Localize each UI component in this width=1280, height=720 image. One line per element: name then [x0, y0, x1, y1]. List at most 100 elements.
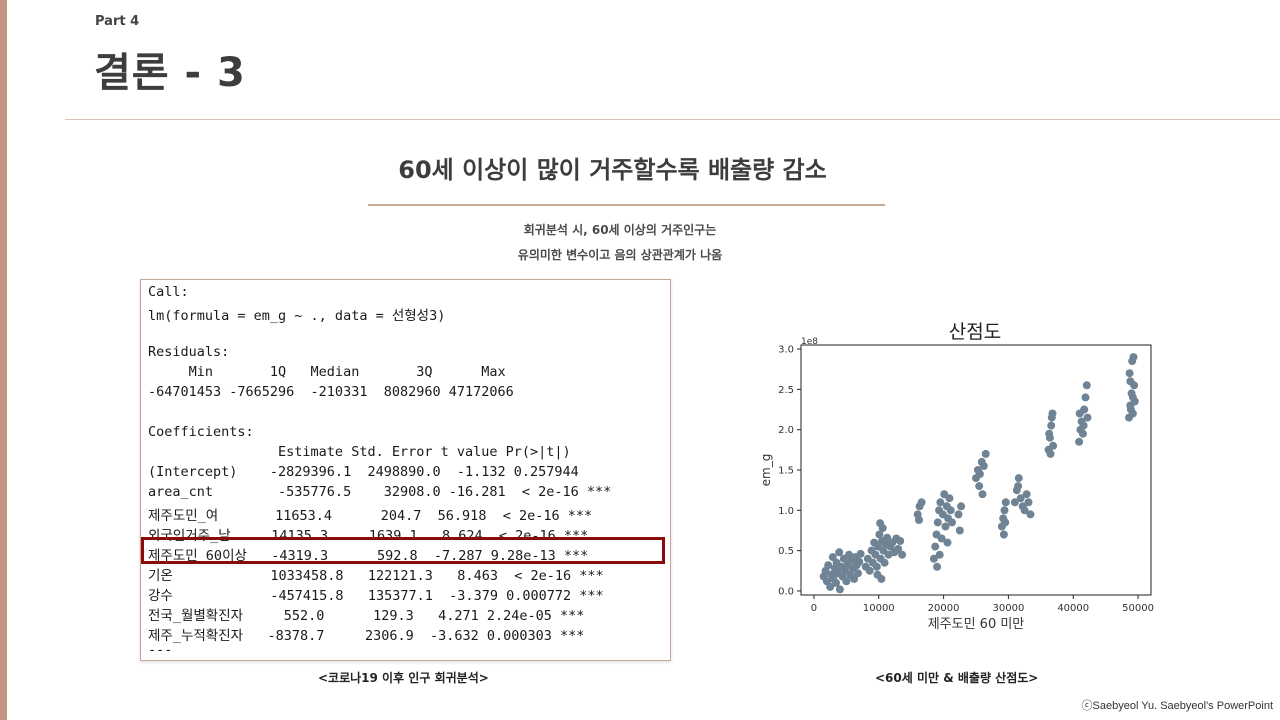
data-point: [1046, 449, 1055, 458]
r-output-line: Min 1Q Median 3Q Max: [148, 364, 506, 380]
r-output-line: Call:: [148, 284, 189, 300]
data-point: [933, 518, 942, 527]
r-output-line: 제주_누적확진자 -8378.7 2306.9 -3.632 0.000303 …: [148, 628, 585, 644]
data-point: [941, 522, 950, 531]
data-point: [931, 542, 940, 551]
data-point: [917, 498, 926, 507]
data-point: [835, 585, 844, 594]
y-tick-label: 0.5: [778, 546, 794, 557]
data-point: [1049, 441, 1058, 450]
data-point: [1126, 377, 1135, 386]
x-tick-label: 0: [811, 603, 817, 614]
data-point: [883, 533, 892, 542]
data-point: [832, 578, 840, 587]
r-output-line: 기온 1033458.8 122121.3 8.463 < 2e-16 ***: [148, 568, 604, 584]
page-title: 결론 - 3: [94, 50, 246, 96]
data-point: [1016, 494, 1025, 503]
data-point: [929, 554, 938, 563]
data-point: [946, 506, 955, 515]
highlight-box: [141, 537, 665, 564]
y-tick-label: 1.5: [778, 466, 794, 477]
data-point: [1010, 498, 1019, 507]
data-point: [872, 562, 881, 571]
chart-title: 산점도: [949, 321, 1001, 343]
r-output-line: ---: [148, 642, 173, 658]
y-axis-label: em_g: [759, 454, 773, 487]
x-tick-label: 40000: [1057, 603, 1089, 614]
data-point: [936, 498, 945, 507]
accent-stripe: [0, 0, 7, 720]
data-point: [937, 534, 946, 543]
y-tick-label: 2.0: [778, 425, 794, 436]
data-point: [854, 569, 862, 578]
data-point: [948, 518, 956, 527]
data-point: [1047, 413, 1056, 422]
r-output-line: Residuals:: [148, 344, 230, 360]
data-point: [842, 577, 851, 586]
data-point: [975, 470, 984, 478]
data-point: [855, 557, 864, 566]
data-point: [1079, 421, 1088, 430]
data-point: [978, 490, 987, 499]
data-point: [1045, 429, 1054, 438]
data-point: [943, 538, 952, 547]
data-point: [896, 537, 905, 545]
copyright-text: ⓒSaebyeol Yu. Saebyeol's PowerPoint: [1081, 700, 1273, 712]
x-tick-label: 10000: [863, 603, 895, 614]
data-point: [975, 482, 984, 491]
r-output-line: lm(formula = em_g ~ ., data = 선형성3): [148, 308, 446, 324]
data-point: [1129, 353, 1138, 362]
y-tick-label: 3.0: [778, 345, 794, 356]
data-point: [1082, 381, 1091, 390]
data-point: [1000, 506, 1009, 515]
data-point: [877, 574, 886, 583]
r-output-line: Coefficients:: [148, 424, 254, 440]
data-point: [1026, 510, 1035, 519]
data-point: [1083, 413, 1092, 422]
r-output-line: Estimate Std. Error t value Pr(>|t|): [148, 444, 571, 460]
description-line-1: 회귀분석 시, 60세 이상의 거주인구는: [523, 223, 717, 237]
data-point: [1020, 506, 1029, 515]
scatter-caption: <60세 미만 & 배출량 산점도>: [875, 671, 1039, 685]
r-output-line: 강수 -457415.8 135377.1 -3.379 0.000772 **…: [148, 588, 604, 604]
data-point: [875, 530, 884, 539]
data-point: [915, 516, 923, 524]
r-output-line: 외국인거주_남 14135.3 1639.1 8.624 < 2e-16 ***: [148, 528, 589, 544]
headline-underline: [368, 204, 885, 206]
data-point: [1078, 429, 1087, 438]
data-point: [957, 502, 966, 511]
y-tick-label: 2.5: [778, 385, 794, 396]
y-axis-ticks: 0.0 0.5 1.0 1.5 2.0 2.5 3.0: [778, 345, 801, 597]
data-point: [894, 545, 903, 553]
y-multiplier-label: 1e8: [801, 337, 818, 347]
data-points: [819, 353, 1139, 594]
data-point: [1128, 409, 1137, 418]
data-point: [824, 561, 833, 570]
r-output-line: (Intercept) -2829396.1 2498890.0 -1.132 …: [148, 464, 579, 480]
data-point: [856, 549, 865, 558]
data-point: [933, 562, 942, 571]
data-point: [981, 449, 990, 458]
data-point: [1014, 482, 1023, 491]
data-point: [1081, 393, 1090, 402]
description-line-2: 유의미한 변수이고 음의 상관관계가 나옴: [517, 248, 723, 262]
r-output-line: 전국_월별확진자 552.0 129.3 4.271 2.24e-05 ***: [148, 608, 585, 624]
data-point: [999, 530, 1008, 539]
y-tick-label: 1.0: [778, 506, 794, 517]
data-point: [1125, 369, 1134, 378]
data-point: [935, 550, 944, 559]
data-point: [1022, 490, 1031, 499]
data-point: [954, 510, 963, 519]
data-point: [850, 574, 859, 583]
data-point: [898, 550, 907, 559]
scatter-chart: 산점도 1e8 0 10000 20000 30000 40000 50000 0.00.…: [759, 321, 1154, 632]
data-point: [1075, 409, 1084, 418]
r-output-line: 제주도민_여 11653.4 204.7 56.918 < 2e-16 ***: [148, 508, 593, 524]
x-axis-label: 제주도민 60 미만: [928, 617, 1025, 632]
data-point: [1047, 421, 1056, 430]
data-point: [835, 548, 844, 557]
data-point: [1130, 397, 1139, 406]
x-tick-label: 30000: [993, 603, 1025, 614]
data-point: [1001, 518, 1010, 527]
r-output-line: 제주도민_60이상 -4319.3 592.8 -7.287 9.28e-13 …: [148, 548, 589, 564]
